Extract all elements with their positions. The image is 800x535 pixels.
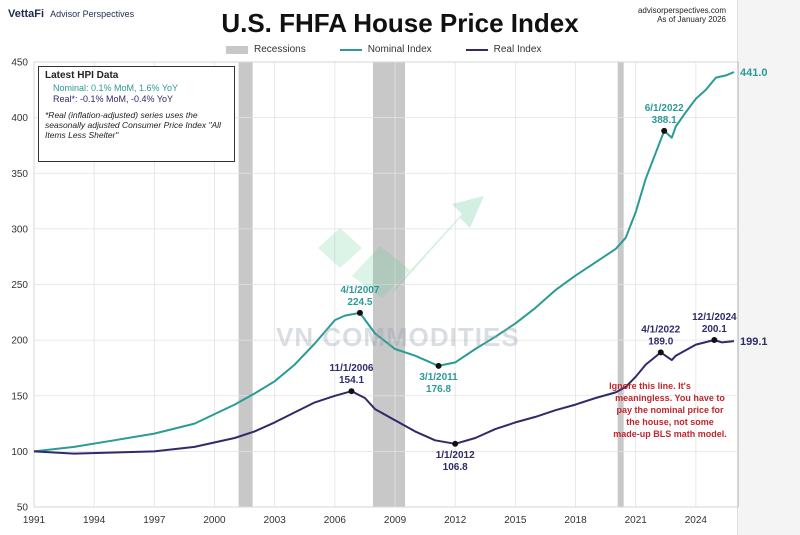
annotation-date: 11/1/2006	[330, 363, 374, 374]
x-tick-label: 2021	[625, 515, 648, 526]
x-tick-label: 1991	[23, 515, 46, 526]
annotation-value: 388.1	[652, 115, 677, 126]
y-tick-label: 50	[17, 503, 29, 514]
x-tick-label: 1994	[83, 515, 106, 526]
y-axis-ticks: 50 100 150 200 250 300 350 400 450	[11, 58, 28, 514]
annotation-value: 154.1	[339, 375, 364, 386]
opinion-note: Ignore this line. It's meaningless. You …	[609, 381, 727, 439]
info-real: Real*: -0.1% MoM, -0.4% YoY	[53, 94, 174, 104]
info-title: Latest HPI Data	[45, 70, 119, 81]
x-tick-label: 2009	[384, 515, 407, 526]
brand-block: VettaFi Advisor Perspectives	[8, 8, 134, 22]
legend-real-label: Real Index	[493, 44, 542, 55]
annotation-date: 6/1/2022	[645, 103, 684, 114]
brand-subtitle: Advisor Perspectives	[50, 9, 135, 19]
real-swatch	[465, 48, 488, 51]
annotation-point	[711, 337, 718, 344]
x-axis-ticks: 1991 1994 1997 2000 2003 2006 2009 2012 2015 2018…	[23, 515, 708, 526]
x-tick-label: 2018	[564, 515, 587, 526]
y-tick-label: 400	[11, 113, 28, 124]
end-value-label: 441.0	[740, 67, 768, 79]
legend-nominal: Nominal Index	[339, 44, 432, 55]
info-nominal: Nominal: 0.1% MoM, 1.6% YoY	[53, 83, 179, 93]
annotation-point	[356, 309, 363, 316]
nominal-series-line	[33, 71, 735, 453]
watermark-text: VN COMMODITIES	[276, 322, 520, 352]
note-line-5: made-up BLS math model.	[613, 429, 727, 439]
as-of-date: As of January 2026	[657, 15, 726, 24]
note-line-1: Ignore this line. It's	[609, 381, 691, 391]
x-tick-label: 1997	[143, 515, 166, 526]
annotation-date: 4/1/2007	[340, 285, 379, 296]
note-line-4: the house, not some	[626, 417, 714, 427]
legend-real: Real Index	[465, 44, 542, 55]
x-tick-label: 2024	[685, 515, 708, 526]
real-series-line	[33, 339, 735, 455]
annotation-value: 189.0	[648, 336, 673, 347]
annotation-value: 106.8	[443, 462, 468, 473]
legend-recessions: Recessions	[226, 44, 306, 55]
annotation-point	[452, 440, 459, 447]
note-line-2: meaningless. You have to	[615, 393, 725, 403]
annotation-point	[348, 388, 355, 395]
x-tick-label: 2015	[504, 515, 527, 526]
legend: Recessions Nominal Index Real Index	[226, 44, 541, 55]
annotation-value: 200.1	[702, 324, 727, 335]
y-tick-label: 450	[11, 58, 28, 69]
annotation-date: 12/1/2024	[692, 312, 737, 323]
x-tick-label: 2000	[203, 515, 226, 526]
latest-hpi-box: Latest HPI Data Nominal: 0.1% MoM, 1.6% …	[38, 66, 235, 162]
annotation-date: 3/1/2011	[419, 372, 458, 383]
brand-logo: VettaFi	[8, 8, 45, 20]
info-footnote: *Real (inflation-adjusted) series uses t…	[45, 110, 221, 140]
annotation-value: 224.5	[347, 297, 372, 308]
nominal-swatch	[339, 48, 362, 51]
y-tick-label: 350	[11, 169, 28, 180]
annotation-point	[661, 127, 668, 134]
legend-nominal-label: Nominal Index	[367, 44, 432, 55]
x-tick-label: 2006	[324, 515, 347, 526]
y-tick-label: 200	[11, 336, 28, 347]
y-tick-label: 150	[11, 391, 28, 402]
annotation-date: 1/1/2012	[436, 450, 475, 461]
annotation-date: 4/1/2022	[641, 324, 680, 335]
recession-swatch	[226, 45, 248, 54]
y-tick-label: 250	[11, 280, 28, 291]
x-tick-label: 2003	[264, 515, 287, 526]
chart-title: U.S. FHFA House Price Index	[221, 8, 579, 38]
y-tick-label: 300	[11, 224, 28, 235]
series-lines	[33, 71, 735, 455]
x-tick-label: 2012	[444, 515, 467, 526]
watermark-graphic	[318, 196, 484, 298]
source-block: advisorperspectives.com As of January 20…	[638, 6, 726, 24]
annotation-value: 176.8	[426, 384, 451, 395]
y-tick-label: 100	[11, 447, 28, 458]
end-value-label: 199.1	[740, 336, 768, 348]
source-url: advisorperspectives.com	[637, 6, 726, 15]
annotation-point	[657, 349, 664, 356]
annotation-point	[435, 362, 442, 369]
note-line-3: pay the nominal price for	[616, 405, 724, 415]
legend-recessions-label: Recessions	[254, 44, 306, 55]
